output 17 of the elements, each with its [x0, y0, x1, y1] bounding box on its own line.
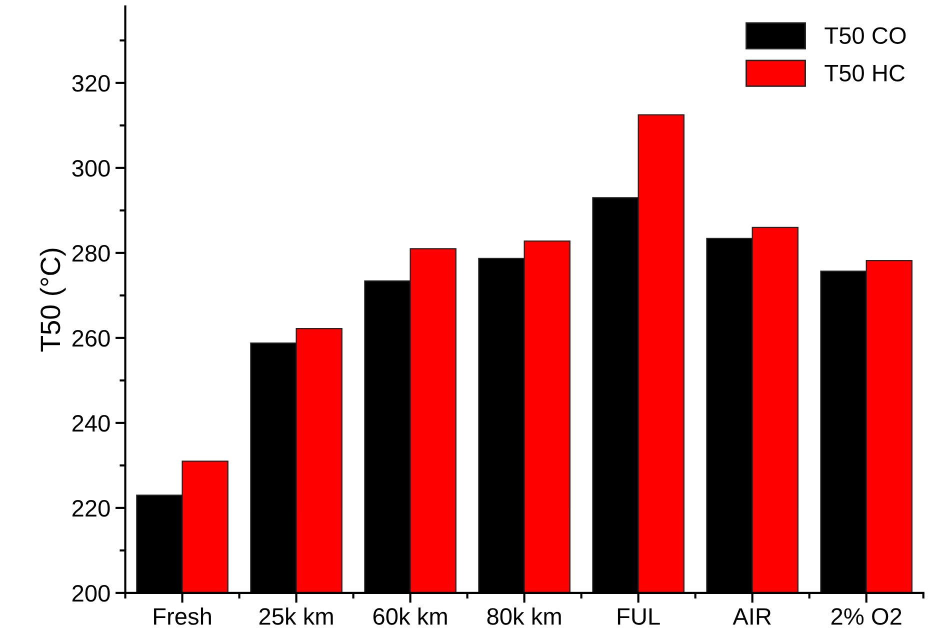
- y-tick-label: 260: [72, 330, 110, 347]
- legend-label: T50 HC: [824, 64, 905, 82]
- x-tick-label: 80k km: [487, 608, 561, 625]
- x-tick-label: 2% O2: [831, 608, 902, 625]
- x-tick-label: 25k km: [259, 608, 333, 625]
- x-tick-label: 60k km: [373, 608, 447, 625]
- y-tick-label: 280: [72, 244, 110, 262]
- x-tick-label: AIR: [732, 608, 771, 625]
- y-tick-label: 220: [72, 500, 110, 517]
- y-axis-title: T50 (°C): [40, 248, 66, 352]
- y-tick-label: 300: [72, 160, 110, 177]
- y-tick-label: 240: [72, 414, 110, 432]
- x-tick-label: FUL: [618, 608, 660, 625]
- y-tick-label: 320: [72, 74, 110, 92]
- x-tick-label: Fresh: [154, 608, 211, 625]
- y-tick-label: 200: [72, 584, 110, 602]
- legend-label: T50 CO: [824, 27, 906, 44]
